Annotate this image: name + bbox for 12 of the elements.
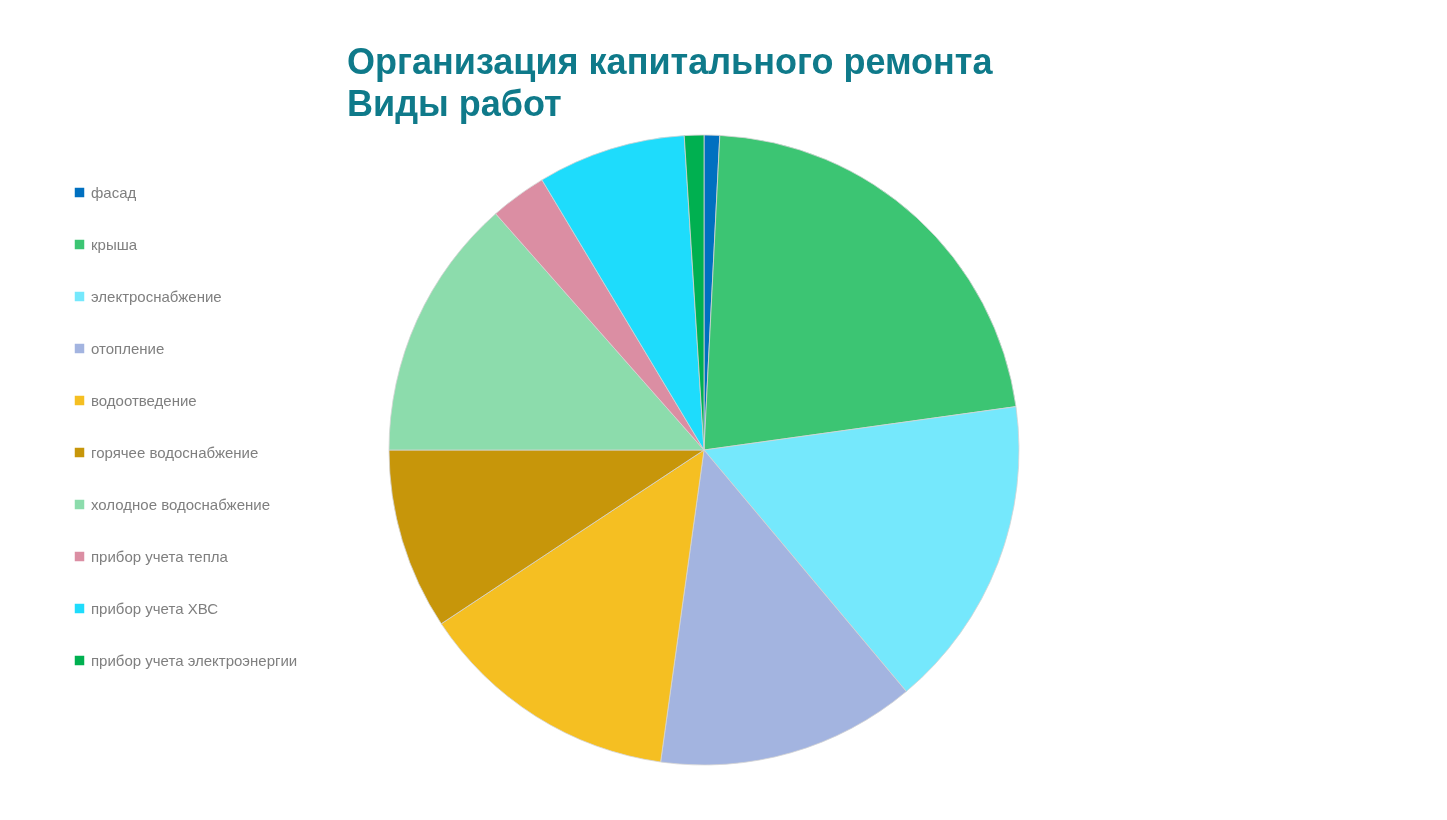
legend-label: крыша [91,235,138,253]
chart-subtitle: Виды работ [347,83,562,124]
legend-label: отопление [91,339,165,357]
legend-label: прибор учета ХВС [91,599,219,617]
legend-label: прибор учета электроэнергии [91,651,298,669]
legend-label: холодное водоснабжение [91,495,271,513]
legend-label: горячее водоснабжение [91,443,259,461]
legend-label: прибор учета тепла [91,547,229,565]
chart-title: Организация капитального ремонта [347,41,994,82]
legend-label: фасад [91,183,137,201]
legend-label: электроснабжение [91,287,222,305]
legend-label: водоотведение [91,391,197,409]
